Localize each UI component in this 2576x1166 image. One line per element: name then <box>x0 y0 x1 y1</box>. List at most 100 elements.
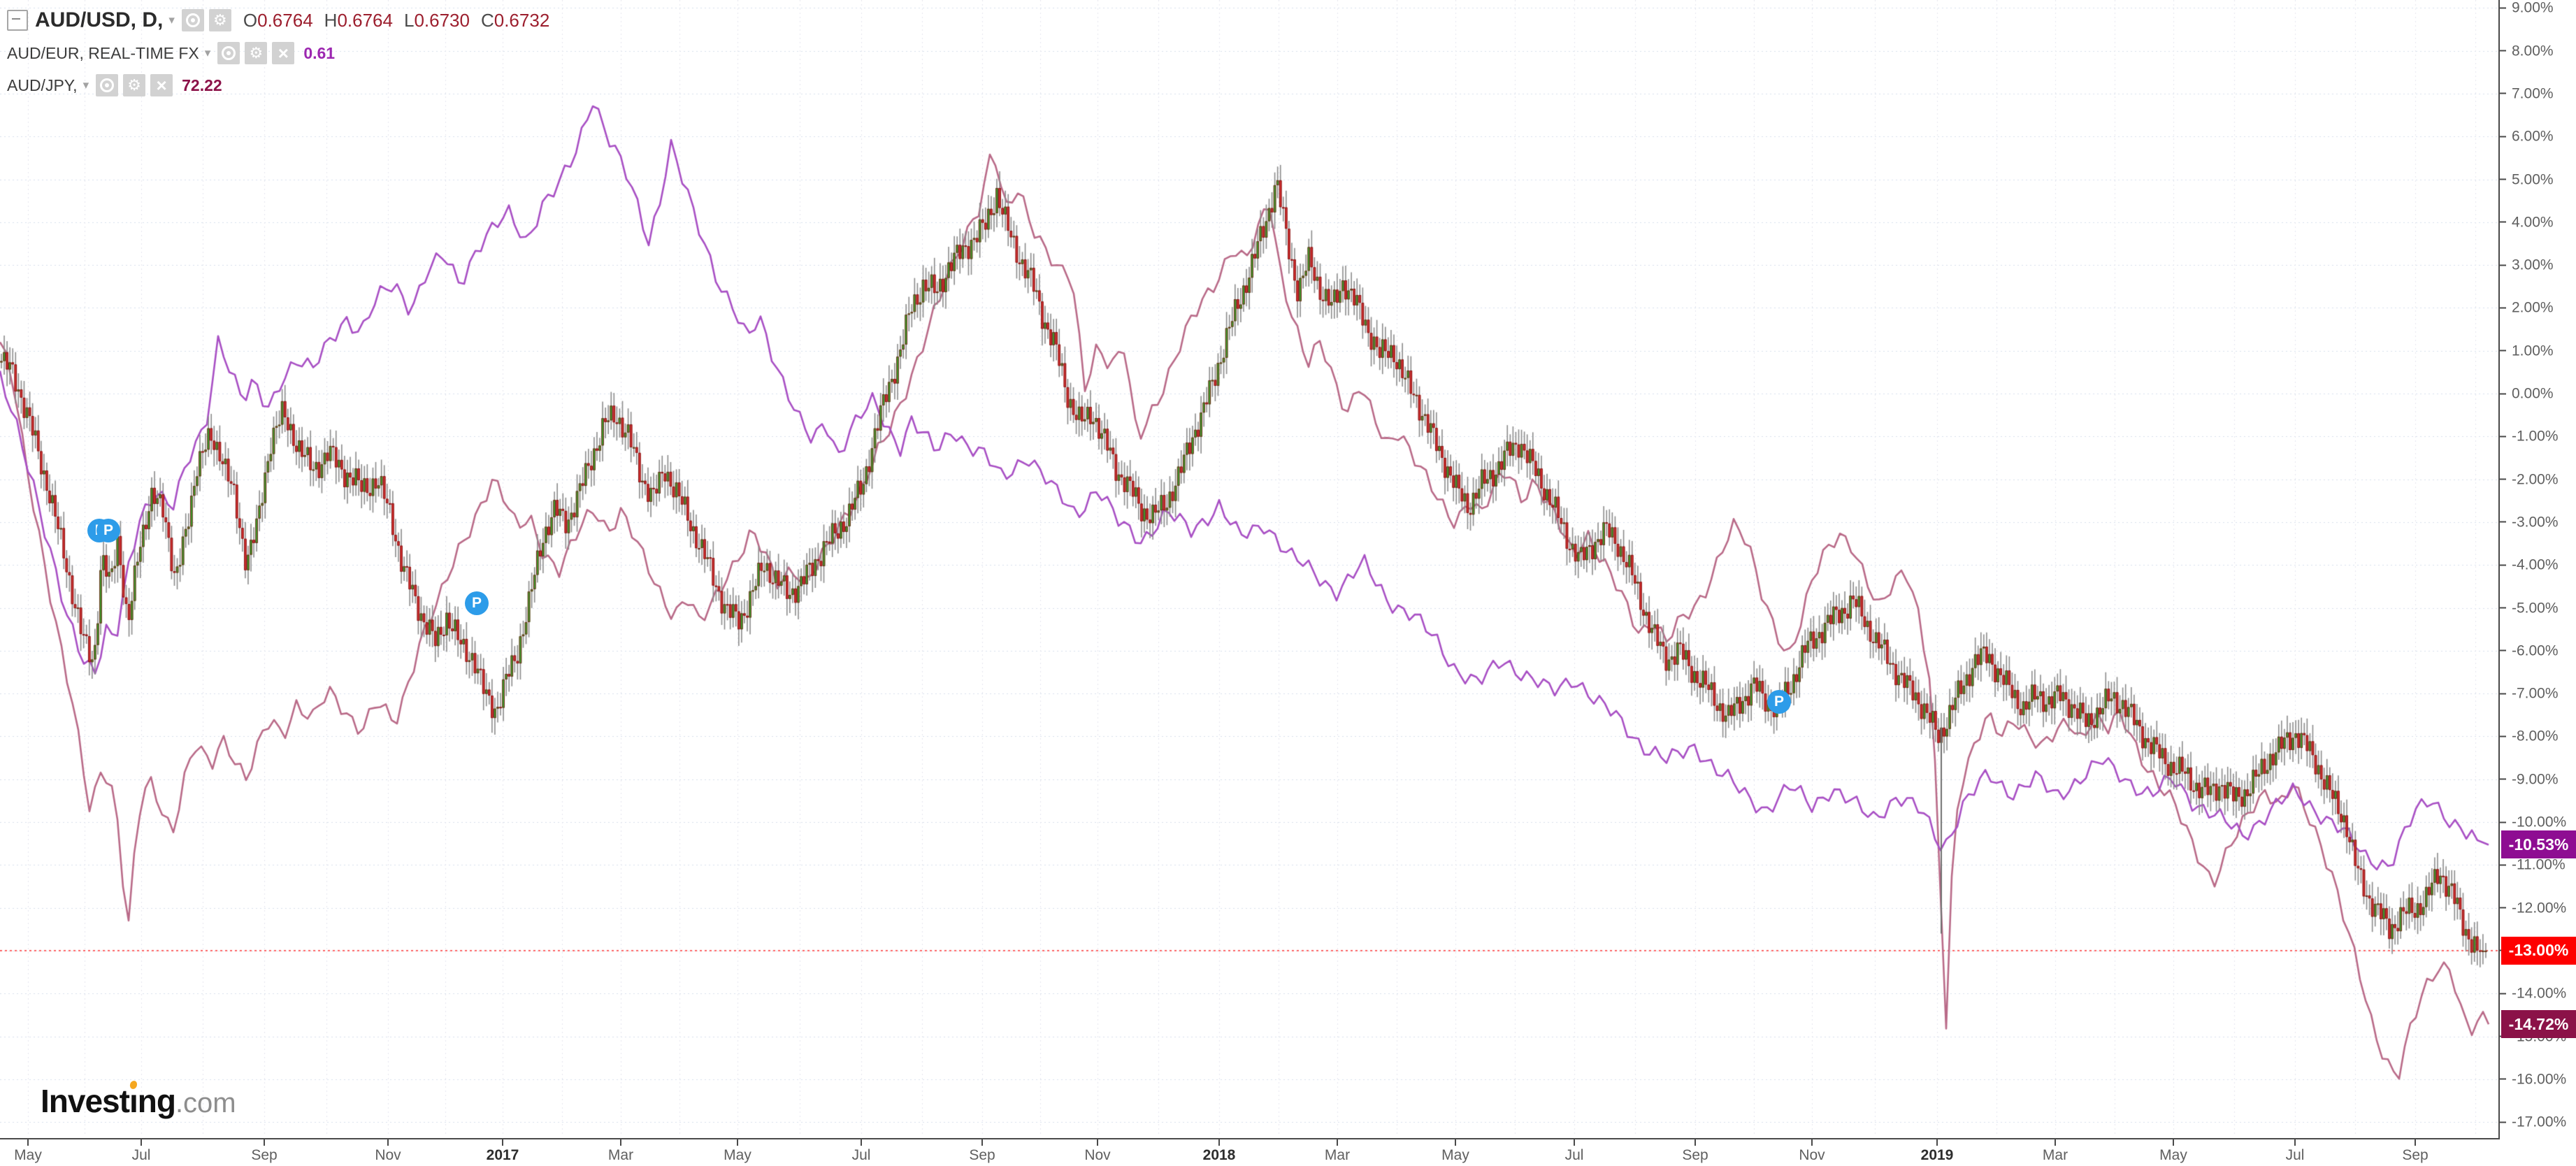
y-axis-label: 8.00% <box>2500 43 2554 58</box>
x-axis-tick <box>1694 1139 1696 1146</box>
legend-row-overlay: AUD/EUR, REAL-TIME FX ▾ ⚙ × 0.61 <box>7 42 561 64</box>
x-axis-label: Nov <box>375 1147 401 1163</box>
x-axis-label: 2017 <box>486 1147 519 1163</box>
x-axis-tick <box>1936 1139 1938 1146</box>
time-axis[interactable]: May Jul Sep Nov 2017 Mar May Jul Sep Nov 2018 Mar Ma… <box>0 1138 2576 1166</box>
x-axis-tick <box>502 1139 503 1146</box>
y-axis-label: -8.00% <box>2500 729 2559 744</box>
x-axis-tick <box>2415 1139 2416 1146</box>
ohlc-item: H0.6764 <box>324 9 393 31</box>
remove-series-button[interactable]: × <box>272 42 295 64</box>
x-axis-tick <box>737 1139 738 1146</box>
ohlc-item: C0.6732 <box>480 9 550 31</box>
x-axis-tick <box>1097 1139 1098 1146</box>
series-settings-button[interactable]: ⚙ <box>123 74 146 96</box>
x-axis-tick <box>387 1139 389 1146</box>
x-axis-label: 2018 <box>1202 1147 1236 1163</box>
y-axis-label: -10.00% <box>2500 815 2566 830</box>
price-chart-canvas[interactable] <box>0 0 2498 1138</box>
y-axis-label: 0.00% <box>2500 387 2554 401</box>
x-axis-tick <box>620 1139 621 1146</box>
y-axis-label: 5.00% <box>2500 172 2554 187</box>
x-axis-label: Mar <box>607 1147 634 1163</box>
x-axis-tick <box>1455 1139 1456 1146</box>
legend-row-overlay: AUD/JPY, ▾ ⚙ × 72.22 <box>7 74 561 96</box>
investing-logo: Investıng.com <box>41 1082 236 1120</box>
y-axis-label: 6.00% <box>2500 129 2554 144</box>
series-settings-button[interactable]: ⚙ <box>245 42 268 64</box>
y-axis-label: -6.00% <box>2500 643 2559 658</box>
x-axis-tick <box>1337 1139 1338 1146</box>
remove-series-button[interactable]: × <box>150 74 173 96</box>
event-marker[interactable]: P <box>96 519 120 543</box>
x-axis-tick <box>2173 1139 2174 1146</box>
x-axis-label: Sep <box>969 1147 995 1163</box>
y-axis-label: -11.00% <box>2500 858 2566 872</box>
x-axis-label: May <box>2159 1147 2187 1163</box>
x-axis-label: May <box>724 1147 751 1163</box>
y-axis-label: -3.00% <box>2500 514 2559 529</box>
ohlc-values: O0.6764 H0.6764 L0.6730 C0.6732 <box>243 10 561 31</box>
x-axis-label: Mar <box>2042 1147 2068 1163</box>
x-axis-tick <box>861 1139 862 1146</box>
y-axis-label: -14.00% <box>2500 986 2566 1001</box>
x-axis-label: Jul <box>1564 1147 1584 1163</box>
x-axis-tick <box>2294 1139 2296 1146</box>
hide-series-button[interactable] <box>217 42 240 64</box>
y-axis-label: 9.00% <box>2500 1 2554 15</box>
ohlc-item: L0.6730 <box>403 9 470 31</box>
chevron-down-icon[interactable]: ▾ <box>204 46 211 59</box>
x-axis-label: May <box>1441 1147 1469 1163</box>
y-axis-label: -1.00% <box>2500 429 2559 444</box>
logo-orange-dot-i: ı <box>129 1083 138 1119</box>
y-axis-label: -7.00% <box>2500 686 2559 701</box>
price-label-badge: -10.53% <box>2501 830 2576 859</box>
x-axis-label: Nov <box>1799 1147 1825 1163</box>
x-axis-tick <box>1218 1139 1220 1146</box>
hide-series-button[interactable] <box>181 9 204 31</box>
logo-wordmark: Investıng <box>41 1083 176 1119</box>
symbol-title[interactable]: AUD/JPY, <box>7 75 78 94</box>
price-axis[interactable]: 9.00% 8.00% 7.00% 6.00% 5.00% 4.00% 3.00% 2.00%… <box>2498 0 2576 1138</box>
price-label-badge: -14.72% <box>2501 1010 2576 1039</box>
y-axis-label: 1.00% <box>2500 343 2554 358</box>
y-axis-label: -17.00% <box>2500 1115 2566 1130</box>
y-axis-label: 3.00% <box>2500 258 2554 273</box>
legend-row-main: AUD/USD, D, ▾ ⚙ O0.6764 H0.6764 L0.6730 C0.… <box>7 8 561 32</box>
x-axis-label: Sep <box>2402 1147 2429 1163</box>
x-axis-label: 2019 <box>1920 1147 1954 1163</box>
y-axis-label: -9.00% <box>2500 772 2559 786</box>
y-axis-label: -4.00% <box>2500 558 2559 573</box>
y-axis-label: -5.00% <box>2500 600 2559 615</box>
hide-series-button[interactable] <box>96 74 119 96</box>
x-axis-label: Jul <box>851 1147 871 1163</box>
y-axis-label: 4.00% <box>2500 215 2554 229</box>
x-axis-tick <box>1811 1139 1813 1146</box>
y-axis-label: -12.00% <box>2500 900 2566 915</box>
symbol-title[interactable]: AUD/USD, D, <box>35 8 164 31</box>
x-axis-tick <box>2055 1139 2056 1146</box>
collapse-icon[interactable] <box>7 10 28 31</box>
chevron-down-icon[interactable]: ▾ <box>168 13 175 27</box>
x-axis-tick <box>264 1139 265 1146</box>
series-settings-button[interactable]: ⚙ <box>208 9 231 31</box>
x-axis-tick <box>141 1139 142 1146</box>
chart-legend: AUD/USD, D, ▾ ⚙ O0.6764 H0.6764 L0.6730 C0.… <box>7 8 561 106</box>
x-axis-label: Jul <box>2285 1147 2305 1163</box>
x-axis-label: Sep <box>251 1147 278 1163</box>
x-axis-tick <box>1574 1139 1575 1146</box>
x-axis-tick <box>981 1139 983 1146</box>
x-axis-tick <box>27 1139 29 1146</box>
logo-suffix: .com <box>175 1088 236 1118</box>
x-axis-label: May <box>14 1147 42 1163</box>
x-axis-label: Sep <box>1682 1147 1708 1163</box>
y-axis-label: -16.00% <box>2500 1072 2566 1086</box>
price-label-badge: -13.00% <box>2501 936 2576 965</box>
x-axis-label: Jul <box>131 1147 151 1163</box>
chevron-down-icon[interactable]: ▾ <box>82 78 89 92</box>
y-axis-label: -2.00% <box>2500 472 2559 487</box>
x-axis-label: Nov <box>1084 1147 1111 1163</box>
symbol-title[interactable]: AUD/EUR, REAL-TIME FX <box>7 43 199 62</box>
event-marker[interactable]: P <box>465 591 489 616</box>
event-marker[interactable]: P <box>1767 690 1791 714</box>
